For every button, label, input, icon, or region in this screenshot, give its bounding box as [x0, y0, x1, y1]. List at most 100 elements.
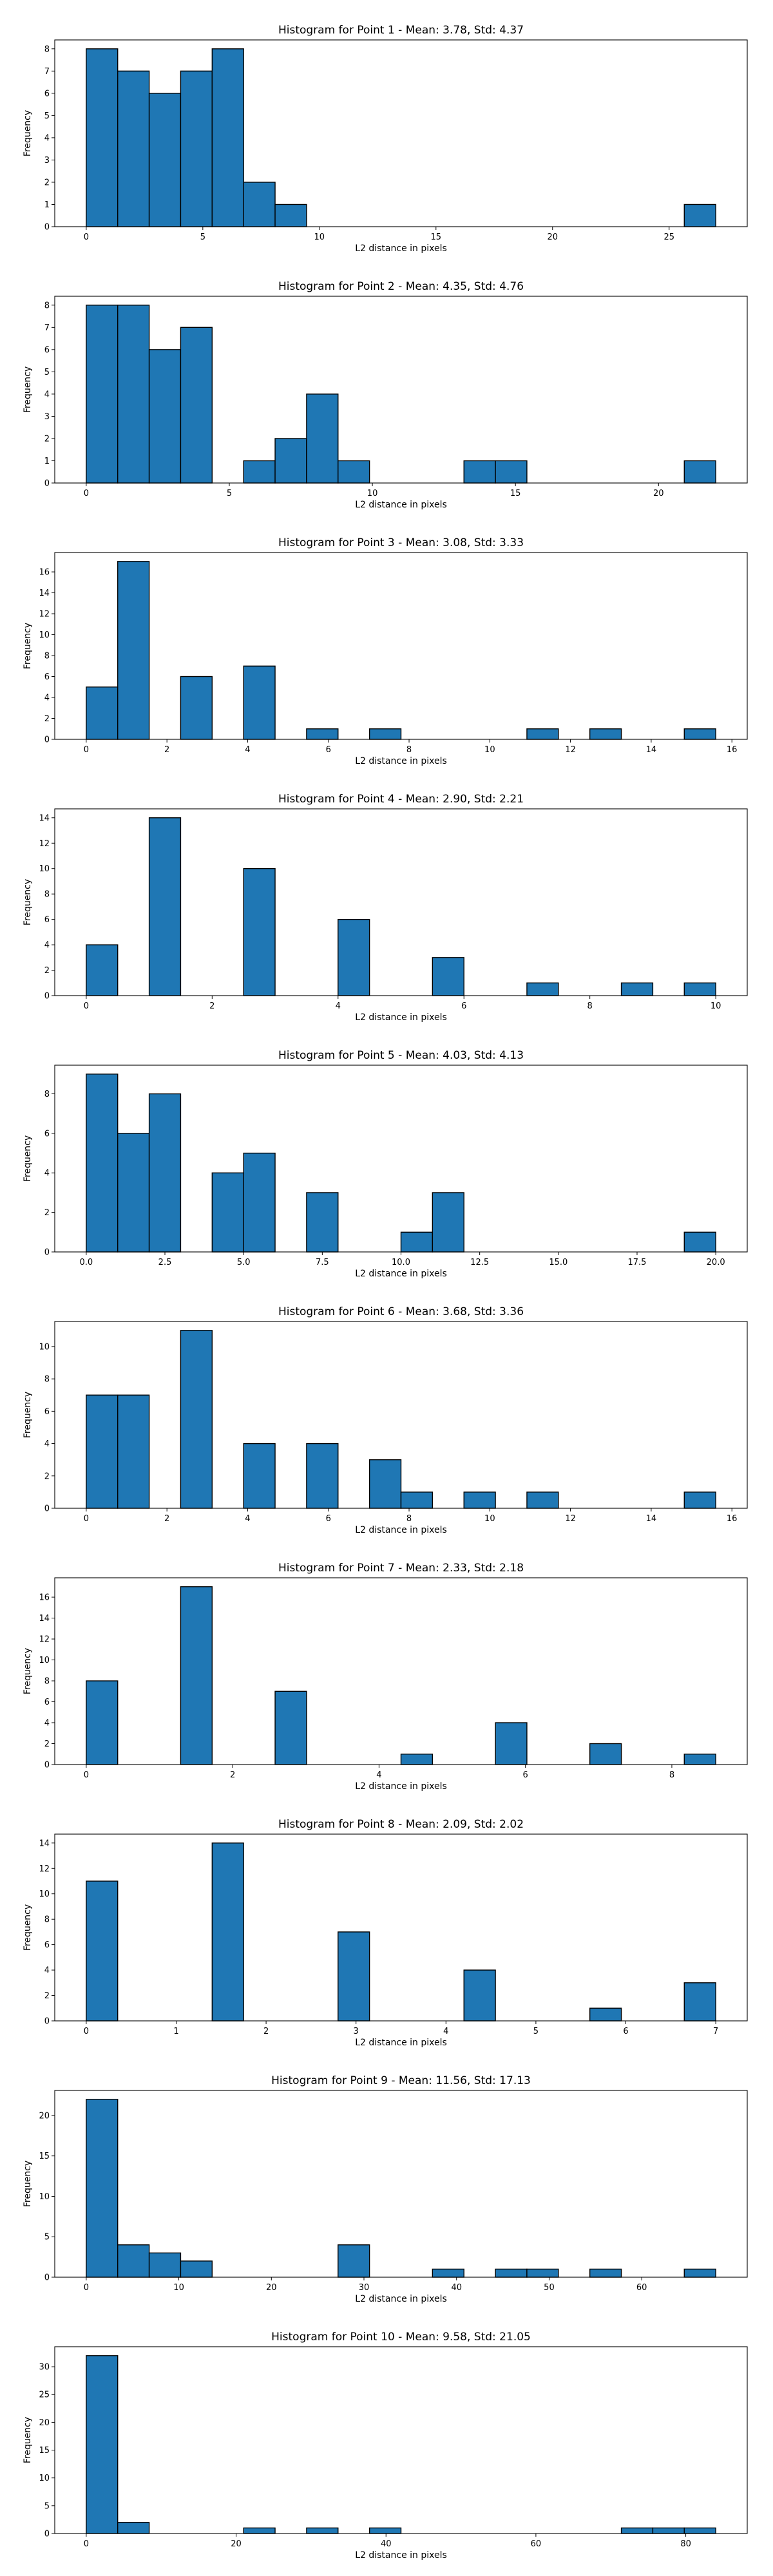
y-tick-label: 30	[39, 2363, 50, 2372]
y-tick-label: 16	[39, 1593, 50, 1603]
chart-title: Histogram for Point 8 - Mean: 2.09, Std:…	[278, 1818, 524, 1831]
histogram-bar	[368, 1459, 402, 1509]
axes-frame	[54, 296, 748, 484]
x-tick-label: 2	[209, 1001, 215, 1011]
y-tick-label: 0	[44, 1248, 50, 1258]
histogram-bar	[683, 728, 716, 740]
x-tick-label: 17.5	[628, 1258, 647, 1267]
histogram-bar	[683, 2268, 716, 2278]
histogram-bar	[526, 728, 559, 740]
histogram-bar	[463, 1492, 496, 1509]
x-tick-label: 2.5	[158, 1258, 172, 1267]
histogram-bar	[180, 2260, 213, 2278]
y-axis-label: Frequency	[23, 1135, 33, 1182]
histogram-bar	[117, 305, 150, 484]
histogram-bar	[432, 2268, 464, 2278]
x-tick-label: 5	[533, 2027, 539, 2036]
histogram-bar	[368, 728, 402, 740]
x-axis-label: L2 distance in pixels	[355, 1781, 447, 1792]
x-tick-label: 2	[164, 745, 169, 755]
histogram-bar	[243, 1443, 276, 1509]
x-tick-label: 5.0	[237, 1258, 251, 1267]
x-tick-label: 60	[636, 2283, 647, 2293]
histogram-bar	[211, 1842, 244, 2022]
x-tick-label: 0	[84, 232, 89, 242]
x-axis-label: L2 distance in pixels	[355, 1269, 447, 1279]
x-axis-label: L2 distance in pixels	[355, 2550, 447, 2561]
x-axis-label: L2 distance in pixels	[355, 2038, 447, 2048]
x-tick-label: 4	[245, 1514, 250, 1524]
axes-frame	[54, 2346, 748, 2534]
y-tick-label: 14	[39, 589, 50, 598]
histogram-bar	[117, 70, 150, 227]
x-tick-label: 10.0	[392, 1258, 410, 1267]
x-tick-label: 6	[326, 745, 331, 755]
x-tick-label: 5	[200, 232, 205, 242]
histogram-bar	[683, 1982, 716, 2022]
histogram-bar	[274, 438, 307, 484]
chart-title: Histogram for Point 3 - Mean: 3.08, Std:…	[278, 536, 524, 549]
y-tick-label: 20	[39, 2111, 50, 2121]
y-tick-label: 10	[39, 1342, 50, 1352]
y-tick-label: 8	[44, 890, 50, 900]
y-tick-label: 8	[44, 1915, 50, 1925]
x-tick-label: 4	[443, 2027, 448, 2036]
x-tick-label: 30	[359, 2283, 370, 2293]
y-tick-label: 2	[44, 434, 50, 444]
x-axis-label: L2 distance in pixels	[355, 2294, 447, 2304]
histogram-bar	[211, 48, 244, 227]
histogram-bar	[620, 2527, 654, 2534]
x-tick-label: 20	[231, 2539, 242, 2549]
histogram-panel-9: Histogram for Point 9 - Mean: 11.56, Std…	[23, 2074, 748, 2304]
y-tick-label: 5	[44, 111, 50, 121]
x-tick-label: 10	[314, 232, 325, 242]
y-axis-label: Frequency	[23, 623, 33, 669]
axes-frame	[54, 1321, 748, 1509]
y-tick-label: 2	[44, 178, 50, 187]
axes-frame	[54, 39, 748, 227]
y-tick-label: 6	[44, 345, 50, 355]
histogram-bar	[495, 2268, 528, 2278]
x-tick-label: 5	[227, 489, 232, 498]
histogram-bar	[683, 982, 716, 996]
y-tick-label: 6	[44, 1940, 50, 1950]
chart-title: Histogram for Point 6 - Mean: 3.68, Std:…	[278, 1305, 524, 1318]
y-tick-label: 10	[39, 864, 50, 874]
x-tick-label: 20.0	[707, 1258, 725, 1267]
histogram-bar	[274, 1690, 307, 1765]
x-axis-label: L2 distance in pixels	[355, 243, 447, 254]
y-tick-label: 12	[39, 1864, 50, 1874]
y-tick-label: 2	[44, 966, 50, 976]
y-axis-label: Frequency	[23, 2417, 33, 2463]
histogram-bar	[117, 2244, 150, 2278]
histogram-panel-10: Histogram for Point 10 - Mean: 9.58, Std…	[23, 2331, 748, 2561]
histogram-panel-3: Histogram for Point 3 - Mean: 3.08, Std:…	[23, 536, 748, 766]
chart-title: Histogram for Point 10 - Mean: 9.58, Std…	[271, 2331, 531, 2344]
x-tick-label: 15	[510, 489, 521, 498]
x-tick-label: 16	[727, 1514, 738, 1524]
histogram-bar	[620, 982, 654, 996]
y-tick-label: 16	[39, 568, 50, 578]
histogram-bar	[148, 1093, 182, 1253]
y-tick-label: 25	[39, 2391, 50, 2400]
x-tick-label: 50	[544, 2283, 555, 2293]
y-tick-label: 6	[44, 672, 50, 682]
histogram-bar	[117, 2522, 150, 2534]
histogram-bar	[683, 1231, 716, 1253]
y-axis-label: Frequency	[23, 366, 33, 413]
x-tick-label: 10	[484, 745, 495, 755]
y-tick-label: 4	[44, 941, 50, 951]
histogram-bar	[306, 1192, 339, 1253]
histogram-bar	[243, 1152, 276, 1253]
x-tick-label: 0	[84, 745, 89, 755]
y-tick-label: 10	[39, 2192, 50, 2202]
y-tick-label: 15	[39, 2446, 50, 2456]
x-tick-label: 8	[406, 1514, 412, 1524]
y-tick-label: 4	[44, 1966, 50, 1976]
x-tick-label: 0	[84, 1770, 89, 1780]
histogram-bar	[86, 1680, 119, 1765]
y-tick-label: 12	[39, 1635, 50, 1645]
x-tick-label: 6	[461, 1001, 466, 1011]
histogram-bar	[306, 393, 339, 484]
y-tick-label: 12	[39, 610, 50, 620]
